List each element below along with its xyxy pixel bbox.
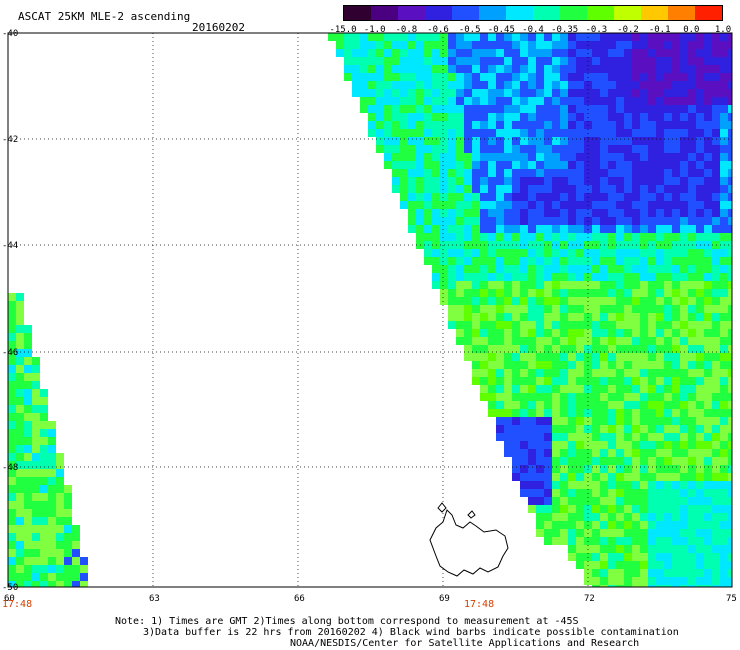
x-axis-tick-label: 60	[4, 594, 15, 604]
time-label-left: 17:48	[2, 599, 33, 610]
colorbar-segment	[695, 6, 722, 20]
x-axis-tick-label: 63	[149, 594, 160, 604]
colorbar-segment	[344, 6, 371, 20]
footer-credit: NOAA/NESDIS/Center for Satellite Applica…	[290, 638, 640, 649]
map-date: 20160202	[192, 21, 245, 34]
time-label-right: 17:48	[464, 599, 495, 610]
colorbar-tick-label: 1.0	[714, 25, 732, 35]
colorbar-tick-label: -0.35	[551, 25, 579, 35]
footer-note-line2: 3)Data buffer is 22 hrs from 20160202 4)…	[143, 627, 679, 638]
colorbar	[343, 5, 723, 21]
x-axis-tick-label: 69	[439, 594, 450, 604]
y-axis-tick-label: -42	[2, 135, 18, 145]
y-axis-tick-label: -50	[2, 583, 18, 593]
colorbar-labels: -15.0 -1.0 -0.8 -0.6 -0.5 -0.45 -0.4 -0.35 -0.3-…	[329, 25, 732, 37]
kerguelen-island-outline	[429, 502, 509, 577]
y-axis-tick-label: -40	[2, 29, 18, 39]
colorbar-segment	[533, 6, 560, 20]
map-title: ASCAT 25KM MLE-2 ascending	[18, 10, 191, 23]
x-axis-tick-label: 72	[584, 594, 595, 604]
colorbar-tick-label: -0.4	[522, 25, 544, 35]
y-axis-tick-label: -46	[2, 348, 18, 358]
colorbar-segment	[506, 6, 533, 20]
colorbar-tick-label: 0.0	[683, 25, 700, 35]
y-axis-tick-label: -48	[2, 463, 18, 473]
colorbar-tick-label: -0.3	[585, 25, 608, 35]
colorbar-segment	[479, 6, 506, 20]
colorbar-tick-label: -1.0	[363, 25, 386, 35]
colorbar-segment	[371, 6, 398, 20]
colorbar-segment	[641, 6, 668, 20]
colorbar-tick-label: -0.5	[458, 25, 481, 35]
colorbar-segment	[614, 6, 641, 20]
colorbar-tick-label: -0.8	[395, 25, 418, 35]
colorbar-segment	[560, 6, 587, 20]
plot-frame	[7, 32, 733, 588]
x-axis-tick-label: 75	[726, 594, 737, 604]
colorbar-segment	[425, 6, 452, 20]
colorbar-segment	[587, 6, 614, 20]
colorbar-tick-label: -0.1	[648, 25, 671, 35]
y-axis-tick-label: -44	[2, 241, 18, 251]
colorbar-segment	[668, 6, 695, 20]
x-axis-labels: 60 63 66 69 72 75	[4, 594, 737, 604]
colorbar-segment	[452, 6, 479, 20]
footer-note-line1: Note: 1) Times are GMT 2)Times along bot…	[115, 616, 579, 627]
colorbar-tick-label: -15.0	[329, 25, 357, 35]
colorbar-tick-label: -0.6	[427, 25, 449, 35]
colorbar-tick-label: -0.2	[617, 25, 639, 35]
x-axis-tick-label: 66	[294, 594, 305, 604]
wind-swath	[8, 33, 732, 587]
y-axis-labels: -40 -42 -44 -46 -48 -50	[2, 29, 18, 593]
grid-lines	[8, 33, 732, 587]
colorbar-tick-label: -0.45	[487, 25, 515, 35]
colorbar-segment	[398, 6, 425, 20]
